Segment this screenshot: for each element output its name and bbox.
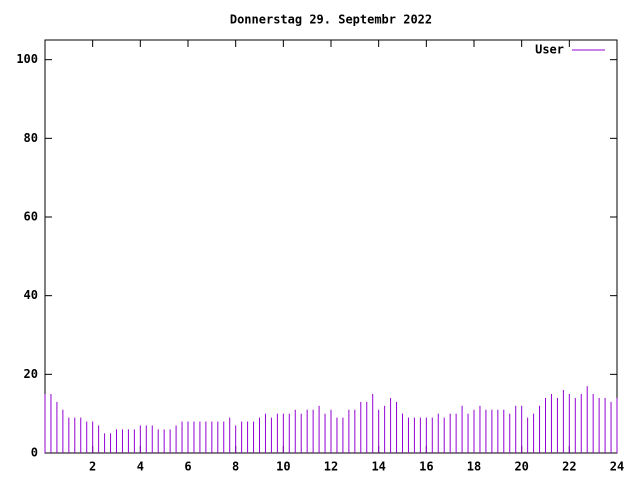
x-tick-label: 10 [276, 460, 290, 474]
chart-title: Donnerstag 29. Septembr 2022 [230, 13, 432, 27]
y-tick-label: 60 [24, 210, 38, 224]
plot-frame [44, 39, 618, 454]
x-tick-label: 12 [324, 460, 338, 474]
legend-label: User [535, 43, 564, 57]
y-tick-label: 20 [24, 367, 38, 381]
y-tick-label: 100 [16, 52, 38, 66]
y-tick-label: 80 [24, 131, 38, 145]
x-tick-label: 6 [184, 460, 191, 474]
y-tick-label: 0 [31, 446, 38, 460]
x-tick-label: 22 [562, 460, 576, 474]
x-tick-label: 20 [514, 460, 528, 474]
x-tick-label: 14 [371, 460, 385, 474]
x-tick-label: 8 [232, 460, 239, 474]
y-tick-label: 40 [24, 288, 38, 302]
x-tick-label: 18 [467, 460, 481, 474]
x-tick-label: 2 [89, 460, 96, 474]
x-tick-label: 16 [419, 460, 433, 474]
x-tick-label: 4 [137, 460, 144, 474]
x-tick-label: 24 [610, 460, 624, 474]
